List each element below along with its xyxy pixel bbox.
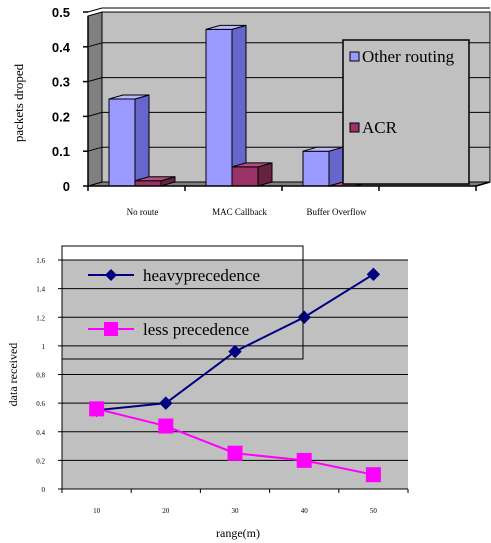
y-tick-label: 0.4 [52,40,71,55]
y-axis-label: data received [6,343,20,407]
axes [83,11,491,191]
bar-chart: 0 0.1 0.2 0.3 0.4 0.5 No route MAC Callback Buf… [11,5,491,217]
x-tick-label: 20 [162,507,170,515]
y-tick-label: 1.4 [36,286,45,294]
bar-top [205,24,247,30]
bar-side [134,94,150,187]
bar-front [205,28,233,187]
legend-label: heavyprecedence [143,266,260,285]
y-tick-label: 0 [42,486,46,494]
bar-other-routing [108,94,150,187]
y-tick-label: 0.6 [36,400,45,408]
x-tick-label: MAC Callback [212,207,267,217]
x-tick-label: 10 [93,507,101,515]
x-axis-label: range(m) [216,526,260,540]
y-tick-labels: 0 0.1 0.2 0.3 0.4 0.5 [52,5,71,194]
x-axis-depth [475,181,491,187]
bar-front [302,150,330,187]
legend-box [61,245,304,360]
data-point [366,267,381,282]
x-tick-labels: 10 20 30 40 50 [93,507,377,515]
bar-top [108,94,150,100]
gridline-side [87,7,103,13]
bar-front [231,166,259,187]
data-point [158,418,174,434]
y-tick-label: 1 [42,343,46,351]
legend-swatch [349,51,360,62]
legend-marker [105,269,117,281]
y-tick-label: 1.2 [36,314,45,322]
legend: Other routing ACR [342,39,470,185]
legend-label: ACR [362,118,398,137]
y-tick-label: 0.5 [52,5,70,20]
legend: heavyprecedence less precedence [61,245,304,360]
legend-label: Other routing [362,47,455,66]
plot-side-wall [87,11,103,187]
data-point [365,467,381,483]
y-tick-label: 0.2 [52,109,70,124]
series [89,267,381,483]
y-tick-label: 1.6 [36,257,45,265]
x-tick-label: Buffer Overflow [306,207,367,217]
legend-swatch [349,122,360,133]
y-tick-label: 0.4 [36,429,45,437]
line-chart: 0 0.2 0.4 0.6 0.8 1 1.2 1.4 1.6 10 20 30 40 50 data … [6,245,409,540]
gridline-side [87,77,103,83]
bar-other-routing [205,24,247,187]
legend-label: less precedence [143,320,249,339]
bar-acr [231,162,273,187]
y-tick-label: 0.1 [52,144,70,159]
data-point [89,401,105,417]
series-less-precedence [89,401,381,483]
data-point [228,344,242,359]
data-point [296,452,312,468]
bar-side [231,24,247,187]
bar-top [231,162,273,168]
data-point [227,445,243,461]
x-tick-label: No route [127,207,159,217]
y-tick-label: 0.8 [36,372,45,380]
data-point [159,396,173,410]
x-tick-label: 30 [232,507,240,515]
legend-box [342,39,470,185]
y-tick-label: 0 [63,179,70,194]
legend-marker [104,322,118,336]
y-tick-label: 0.2 [36,457,45,465]
x-tick-label: 40 [301,507,309,515]
y-axis-label: packets droped [11,63,26,142]
y-tick-labels: 0 0.2 0.4 0.6 0.8 1 1.2 1.4 1.6 [36,257,45,494]
gridline-side [87,42,103,48]
y-tick-label: 0.3 [52,75,70,90]
bar-other-routing [302,146,344,187]
bar-side [328,146,344,187]
gridline-side [87,111,103,117]
bar-top [134,176,176,182]
bar-front [108,98,136,187]
gridline-side [87,146,103,152]
data-point [297,310,311,324]
x-tick-label: 50 [370,507,378,515]
bar-front [134,180,162,187]
x-tick-labels: No route MAC Callback Buffer Overflow [127,207,367,217]
